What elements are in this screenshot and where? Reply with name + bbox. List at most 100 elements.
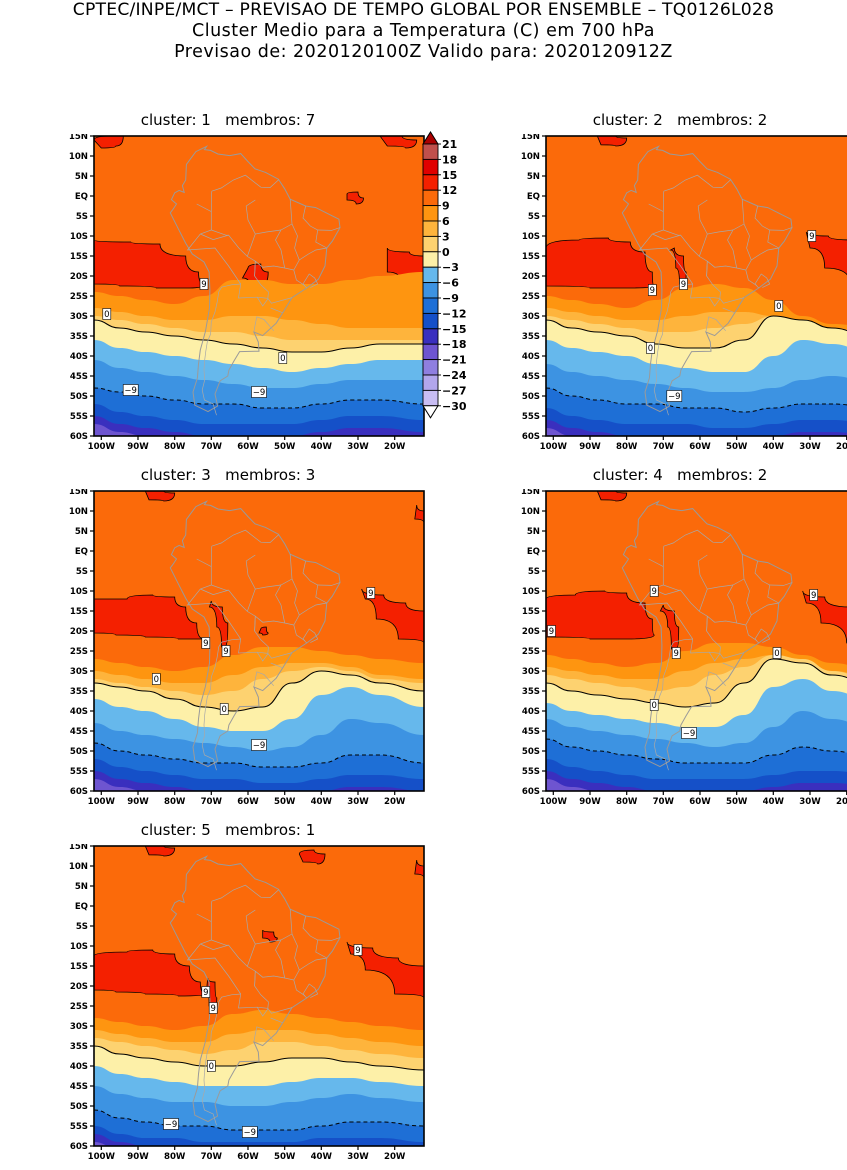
- x-axis-label: 80W: [616, 442, 638, 452]
- x-axis-label: 100W: [88, 797, 116, 807]
- y-axis-label: 15N: [69, 844, 88, 852]
- y-axis-label: 55S: [522, 767, 540, 777]
- colorbar-segment: [423, 144, 438, 159]
- y-axis-label: 40S: [70, 707, 88, 717]
- contour-label: 0: [209, 1062, 214, 1072]
- colorbar-segment: [423, 360, 438, 375]
- y-axis-label: 50S: [70, 392, 88, 402]
- x-axis-label: 70W: [201, 1152, 223, 1162]
- x-axis-label: 90W: [579, 442, 601, 452]
- contour-label: −9: [165, 1120, 178, 1130]
- x-axis-label: 60W: [689, 442, 711, 452]
- y-axis-label: 15N: [521, 489, 540, 497]
- contour-label: 0: [221, 705, 226, 715]
- x-axis-label: 30W: [799, 797, 821, 807]
- colorbar-tick-label: −21: [442, 354, 467, 367]
- x-axis-label: 100W: [540, 797, 568, 807]
- contour-label: 9: [651, 587, 656, 597]
- y-axis-label: 5S: [76, 922, 88, 932]
- panel-title-cluster-4: cluster: 4 membros: 2: [514, 467, 846, 483]
- x-axis-label: 20W: [384, 797, 406, 807]
- x-axis-label: 90W: [127, 442, 149, 452]
- y-axis-label: 25S: [522, 647, 540, 657]
- x-axis-label: 100W: [88, 1152, 116, 1162]
- colorbar-segment: [423, 390, 438, 405]
- y-axis-label: 25S: [522, 292, 540, 302]
- colorbar-segment: [423, 221, 438, 236]
- colorbar-segment: [423, 283, 438, 298]
- panel-title-cluster-5: cluster: 5 membros: 1: [62, 822, 394, 838]
- y-axis-label: 10S: [70, 232, 88, 242]
- y-axis-label: 10S: [70, 587, 88, 597]
- x-axis-label: 80W: [164, 442, 186, 452]
- x-axis-label: 40W: [311, 797, 333, 807]
- y-axis-label: 10N: [521, 152, 540, 162]
- colorbar-segment: [423, 267, 438, 282]
- y-axis-label: 10N: [69, 152, 88, 162]
- contour-label: −9: [244, 1128, 257, 1138]
- x-axis-label: 20W: [384, 442, 406, 452]
- y-axis-label: 40S: [522, 352, 540, 362]
- panel-title-cluster-3: cluster: 3 membros: 3: [62, 467, 394, 483]
- colorbar-tick-label: 3: [442, 230, 450, 243]
- y-axis-label: 5N: [75, 882, 88, 892]
- contour-label: 9: [811, 591, 816, 601]
- x-axis-label: 80W: [164, 797, 186, 807]
- contour-label: 9: [201, 280, 206, 290]
- y-axis-label: 20S: [522, 272, 540, 282]
- colorbar-segment: [423, 252, 438, 267]
- x-axis-label: 50W: [274, 1152, 296, 1162]
- contour-label: 9: [650, 286, 655, 296]
- y-axis-label: 60S: [522, 432, 540, 442]
- y-axis-label: 45S: [522, 727, 540, 737]
- y-axis-label: 30S: [70, 1022, 88, 1032]
- y-axis-label: 30S: [522, 312, 540, 322]
- y-axis-label: 15S: [70, 607, 88, 617]
- colorbar-tick-label: −30: [442, 400, 467, 413]
- colorbar-segment: [423, 206, 438, 221]
- y-axis-label: EQ: [527, 547, 540, 557]
- y-axis-label: 55S: [70, 412, 88, 422]
- colorbar-segment: [423, 236, 438, 251]
- y-axis-label: 30S: [70, 667, 88, 677]
- y-axis-label: 45S: [70, 727, 88, 737]
- x-axis-label: 50W: [274, 797, 296, 807]
- contour-label: 0: [774, 649, 779, 659]
- y-axis-label: 35S: [70, 1042, 88, 1052]
- y-axis-label: 40S: [522, 707, 540, 717]
- x-axis-label: 20W: [384, 1152, 406, 1162]
- x-axis-label: 30W: [799, 442, 821, 452]
- y-axis-label: 35S: [70, 687, 88, 697]
- y-axis-label: 10S: [522, 587, 540, 597]
- y-axis-label: 20S: [70, 272, 88, 282]
- contour-label: 9: [203, 639, 208, 649]
- y-axis-label: 55S: [70, 767, 88, 777]
- y-axis-label: 15N: [69, 134, 88, 142]
- panel-title-cluster-2: cluster: 2 membros: 2: [514, 112, 846, 128]
- colorbar-tick-label: −9: [442, 292, 459, 305]
- y-axis-label: 20S: [522, 627, 540, 637]
- colorbar-segment: [423, 375, 438, 390]
- x-axis-label: 70W: [201, 797, 223, 807]
- contour-label: 0: [648, 344, 653, 354]
- contour-label: −9: [683, 729, 696, 739]
- colorbar-tick-label: −6: [442, 277, 459, 290]
- contour-label: −9: [253, 741, 266, 751]
- y-axis-label: 10N: [69, 862, 88, 872]
- colorbar-tick-label: −3: [442, 261, 459, 274]
- x-axis-label: 100W: [88, 442, 116, 452]
- colorbar-segment: [423, 175, 438, 190]
- y-axis-label: 60S: [522, 787, 540, 797]
- y-axis-label: 50S: [522, 392, 540, 402]
- y-axis-label: 40S: [70, 352, 88, 362]
- y-axis-label: 5N: [75, 172, 88, 182]
- contour-label: 9: [673, 649, 678, 659]
- y-axis-label: 50S: [522, 747, 540, 757]
- contour-label: 9: [368, 589, 373, 599]
- x-axis-label: 90W: [127, 1152, 149, 1162]
